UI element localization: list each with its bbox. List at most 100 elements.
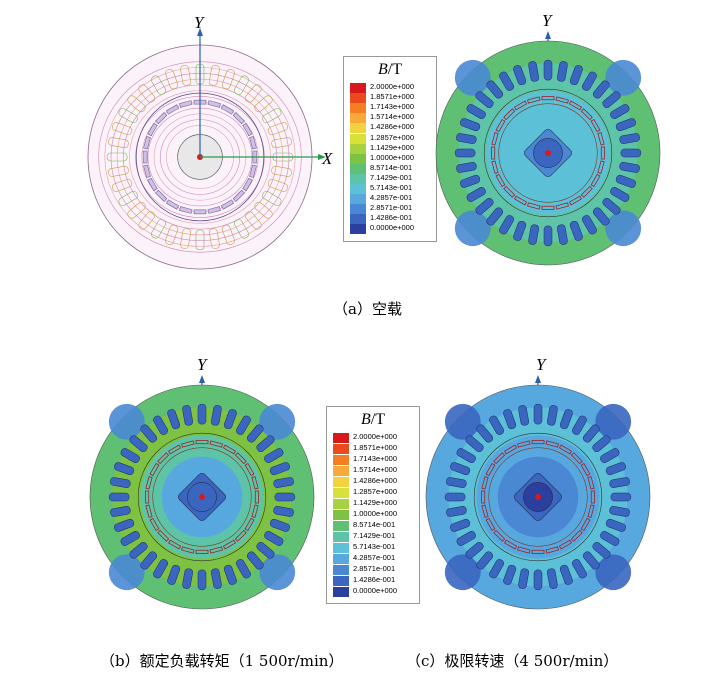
caption-a: （a）空载 bbox=[333, 300, 402, 318]
caption-b: （b）额定负载转矩（1 500r/min） bbox=[100, 652, 344, 670]
y-axis-label-c: Y bbox=[536, 355, 547, 374]
legend-entry: 1.4286e-001 bbox=[350, 213, 432, 225]
legend-entry: 0.0000e+000 bbox=[333, 586, 415, 597]
legend-entry: 5.7143e-001 bbox=[350, 183, 432, 194]
legend-value: 2.0000e+000 bbox=[353, 432, 398, 441]
legend-swatch bbox=[350, 123, 366, 134]
legend-value: 1.0000e+000 bbox=[370, 152, 415, 162]
legend-value: 1.4286e+000 bbox=[370, 122, 415, 132]
legend-entry: 2.0000e+000 bbox=[350, 82, 432, 93]
legend-entry: 8.5714e-001 bbox=[333, 520, 415, 531]
legend-entry: 2.8571e-001 bbox=[350, 203, 432, 215]
flux-density-map-rated-load: Y bbox=[89, 355, 315, 610]
legend-entry: 1.0000e+000 bbox=[333, 509, 415, 520]
legend-entry: 4.2857e-001 bbox=[350, 193, 432, 205]
legend-value: 0.0000e+000 bbox=[370, 223, 415, 233]
legend-value: 2.8571e-001 bbox=[370, 203, 413, 213]
legend-entry: 4.2857e-001 bbox=[333, 553, 415, 564]
legend-value: 1.4286e+000 bbox=[353, 476, 398, 485]
legend-entry: 1.8571e+000 bbox=[350, 92, 432, 104]
legend-value: 1.7143e+000 bbox=[353, 454, 398, 463]
legend-title-bottom: B/T bbox=[361, 411, 385, 428]
legend-value: 7.1429e-001 bbox=[353, 531, 396, 540]
legend-swatch bbox=[333, 576, 349, 586]
flux-density-map-no-load: Y bbox=[435, 11, 661, 266]
legend-entry: 1.8571e+000 bbox=[333, 443, 415, 454]
flux-lines-plot: Y X bbox=[87, 13, 333, 270]
legend-value: 1.5714e+000 bbox=[370, 112, 415, 122]
legend-swatch bbox=[350, 153, 366, 164]
legend-swatch bbox=[333, 433, 349, 443]
legend-swatch bbox=[350, 143, 366, 154]
legend-value: 1.5714e+000 bbox=[353, 465, 398, 474]
legend-swatch bbox=[333, 466, 349, 476]
legend-value: 1.1429e+000 bbox=[353, 498, 398, 507]
legend-entry: 2.8571e-001 bbox=[333, 564, 415, 575]
caption-c: （c）极限转速（4 500r/min） bbox=[406, 652, 619, 670]
legend-top: B/T 2.0000e+000 1.8571e+000 1.7143e+000 1.5… bbox=[343, 56, 437, 242]
legend-value: 8.5714e-001 bbox=[353, 520, 396, 529]
y-axis-label-a: Y bbox=[194, 13, 205, 32]
legend-entry: 7.1429e-001 bbox=[350, 172, 432, 184]
legend-entry: 7.1429e-001 bbox=[333, 531, 415, 542]
legend-value: 4.2857e-001 bbox=[353, 553, 396, 562]
legend-swatch bbox=[333, 488, 349, 498]
legend-swatch bbox=[350, 224, 366, 235]
legend-swatch bbox=[350, 214, 366, 225]
x-axis-label-a: X bbox=[321, 149, 333, 168]
legend-swatch bbox=[333, 587, 349, 597]
legend-swatch bbox=[350, 103, 366, 114]
legend-entry: 5.7143e-001 bbox=[333, 542, 415, 553]
legend-swatch bbox=[333, 554, 349, 564]
legend-swatch bbox=[350, 184, 366, 194]
legend-value: 5.7143e-001 bbox=[353, 542, 396, 551]
y-axis-label-a2: Y bbox=[542, 11, 553, 30]
legend-swatch bbox=[350, 113, 366, 124]
legend-entry: 1.4286e+000 bbox=[350, 122, 432, 134]
legend-value: 5.7143e-001 bbox=[370, 183, 413, 192]
legend-swatch bbox=[350, 93, 366, 104]
legend-entry: 1.1429e+000 bbox=[350, 142, 432, 154]
legend-entry: 1.0000e+000 bbox=[350, 152, 432, 164]
legend-value: 0.0000e+000 bbox=[353, 586, 398, 595]
legend-value: 7.1429e-001 bbox=[370, 172, 413, 182]
legend-entry: 8.5714e-001 bbox=[350, 163, 432, 174]
legend-swatch bbox=[350, 173, 366, 184]
legend-entry: 2.0000e+000 bbox=[333, 432, 415, 443]
legend-swatch bbox=[350, 133, 366, 144]
legend-swatch bbox=[333, 532, 349, 542]
legend-swatch bbox=[333, 510, 349, 520]
legend-entry: 1.5714e+000 bbox=[350, 112, 432, 124]
legend-entry: 1.4286e-001 bbox=[333, 575, 415, 586]
legend-value: 1.4286e-001 bbox=[370, 213, 413, 223]
legend-swatch bbox=[333, 565, 349, 575]
legend-value: 1.0000e+000 bbox=[353, 509, 398, 518]
legend-swatch bbox=[333, 444, 349, 454]
legend-swatch bbox=[333, 543, 349, 553]
legend-swatch bbox=[333, 499, 349, 509]
legend-entry: 1.1429e+000 bbox=[333, 498, 415, 509]
legend-value: 1.8571e+000 bbox=[353, 443, 398, 452]
legend-value: 1.8571e+000 bbox=[370, 92, 415, 102]
legend-entry: 1.4286e+000 bbox=[333, 476, 415, 487]
legend-value: 1.2857e+000 bbox=[353, 487, 398, 496]
legend-entry: 1.7143e+000 bbox=[333, 454, 415, 465]
legend-value: 1.1429e+000 bbox=[370, 142, 415, 152]
legend-swatch bbox=[333, 521, 349, 531]
legend-entry: 1.7143e+000 bbox=[350, 102, 432, 114]
legend-entry: 1.5714e+000 bbox=[333, 465, 415, 476]
legend-swatch bbox=[350, 83, 366, 93]
y-axis-label-b: Y bbox=[197, 355, 208, 374]
legend-entry: 0.0000e+000 bbox=[350, 223, 432, 235]
legend-value: 1.4286e-001 bbox=[353, 575, 396, 584]
legend-swatch bbox=[350, 163, 366, 174]
legend-swatch bbox=[333, 477, 349, 487]
flux-density-map-max-speed: Y bbox=[425, 355, 651, 610]
legend-value: 4.2857e-001 bbox=[370, 193, 413, 203]
legend-swatch bbox=[350, 194, 366, 205]
legend-value: 2.0000e+000 bbox=[370, 82, 415, 91]
legend-swatch bbox=[333, 455, 349, 465]
legend-title: B/T bbox=[378, 61, 402, 78]
legend-entry: 1.2857e+000 bbox=[350, 133, 432, 144]
legend-bottom: B/T 2.0000e+000 1.8571e+000 1.7143e+000 1.5… bbox=[326, 406, 420, 604]
